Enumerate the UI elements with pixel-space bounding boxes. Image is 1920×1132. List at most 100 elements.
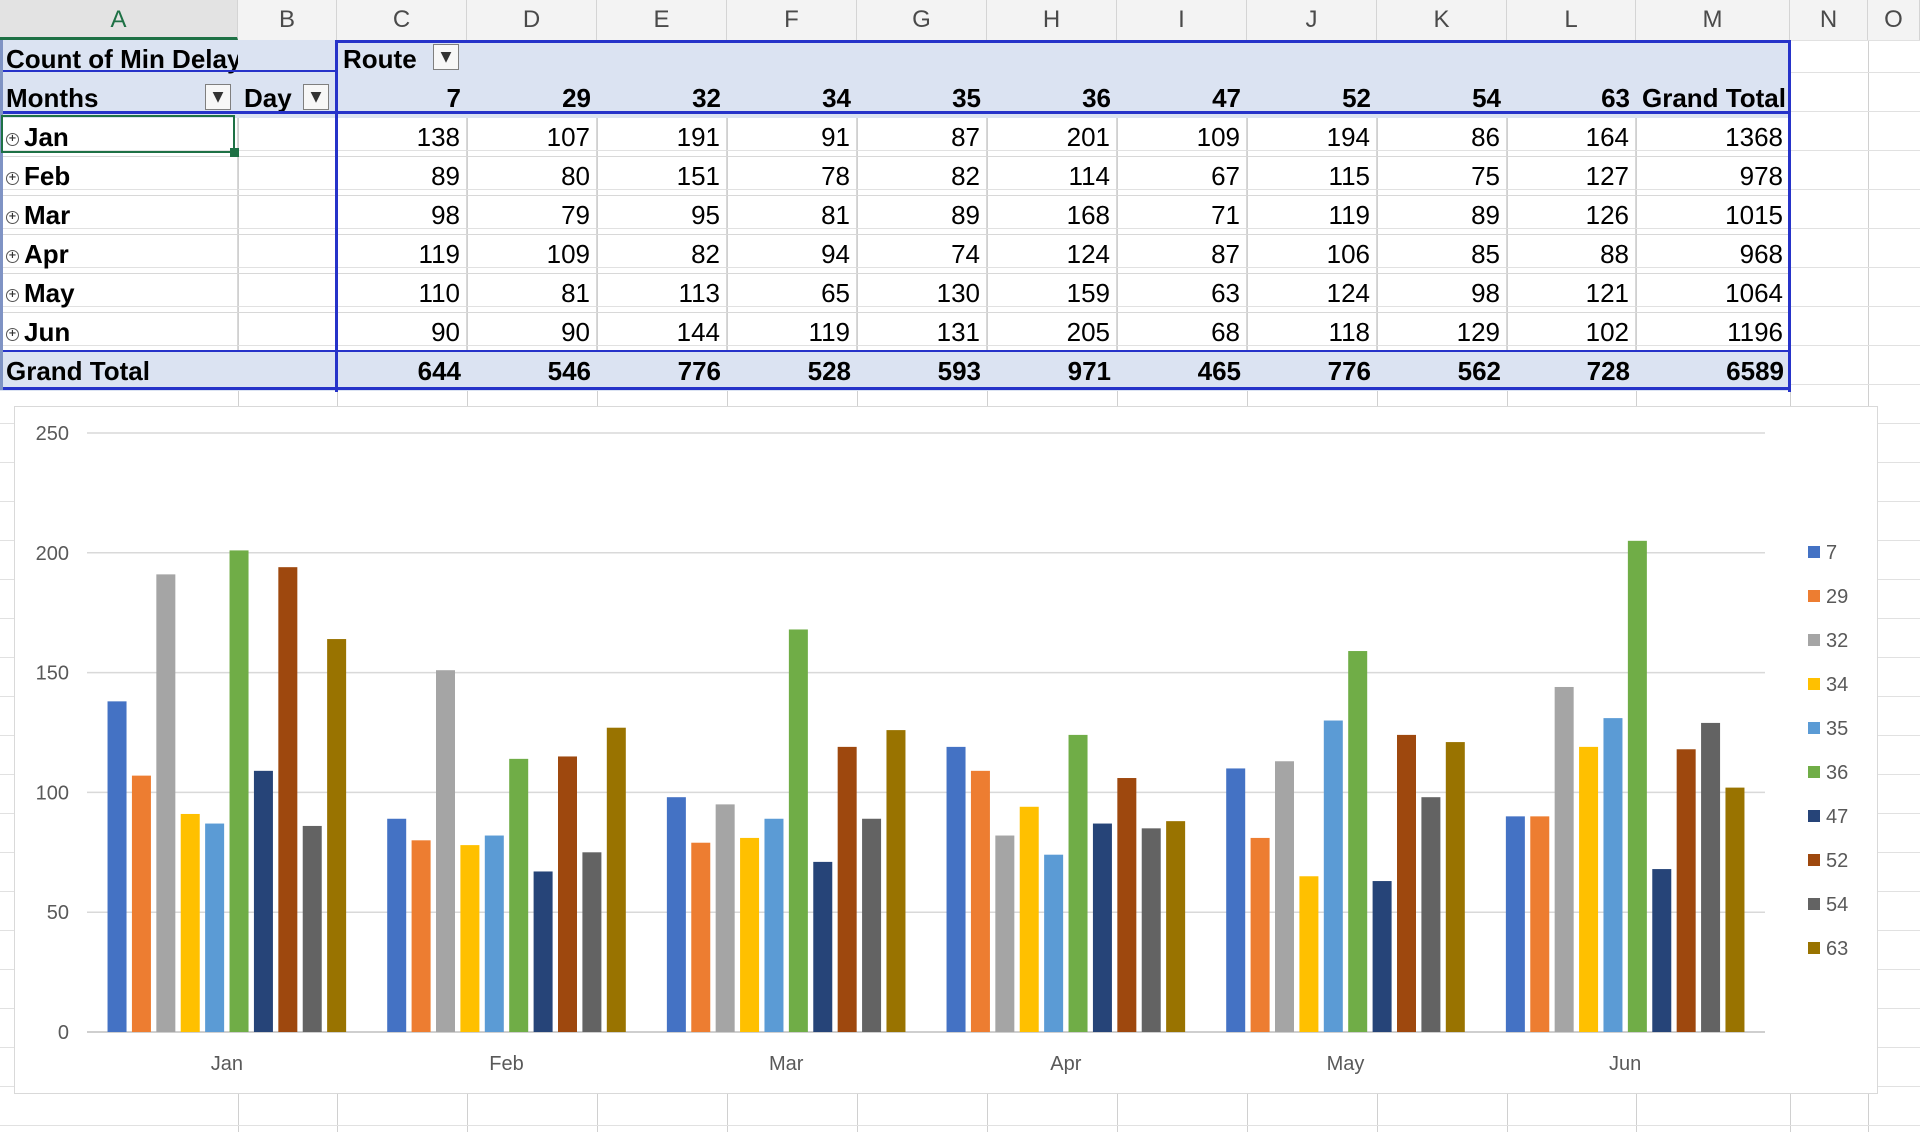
bar-apr-route-34[interactable] [1019,806,1039,1032]
column-header-b[interactable]: B [238,0,337,40]
route-header-52[interactable]: 52 [1342,83,1371,113]
value-cell[interactable]: 89 [857,196,987,235]
bar-mar-route-47[interactable] [813,861,833,1032]
value-cell[interactable]: 129 [1377,313,1507,352]
value-cell[interactable]: 81 [727,196,857,235]
column-header-i[interactable]: I [1117,0,1247,40]
legend-swatch-54[interactable] [1808,898,1820,910]
bar-feb-route-7[interactable] [387,818,407,1032]
value-cell[interactable]: 63 [1117,274,1247,313]
value-cell[interactable]: 164 [1507,118,1636,157]
value-cell[interactable]: 85 [1377,235,1507,274]
bar-mar-route-52[interactable] [837,746,857,1032]
value-cell[interactable]: 102 [1507,313,1636,352]
value-cell[interactable]: 119 [727,313,857,352]
row-total-cell[interactable]: 978 [1636,157,1790,196]
bar-jan-route-29[interactable] [131,775,151,1032]
row-label-jan[interactable]: + Jan [0,118,238,157]
value-cell[interactable]: 65 [727,274,857,313]
bar-may-route-36[interactable] [1348,651,1368,1032]
value-cell[interactable]: 98 [1377,274,1507,313]
bar-jun-route-52[interactable] [1676,749,1696,1032]
legend-label-7[interactable]: 7 [1826,542,1837,564]
value-cell[interactable]: 79 [467,196,597,235]
row-total-cell[interactable]: 1064 [1636,274,1790,313]
column-header-c[interactable]: C [337,0,467,40]
bar-jun-route-32[interactable] [1554,686,1574,1032]
bar-jan-route-35[interactable] [205,823,225,1032]
row-label-mar[interactable]: + Mar [0,196,238,235]
value-cell[interactable]: 89 [1377,196,1507,235]
grand-total-cell[interactable]: 971 [1067,356,1111,386]
months-filter-button[interactable]: ▼ [205,84,231,110]
bar-jan-route-63[interactable] [327,639,347,1032]
bar-jan-route-36[interactable] [229,550,249,1032]
bar-feb-route-63[interactable] [606,727,626,1032]
column-header-e[interactable]: E [597,0,727,40]
bar-mar-route-35[interactable] [764,818,784,1032]
legend-label-54[interactable]: 54 [1826,894,1848,916]
value-cell[interactable]: 86 [1377,118,1507,157]
bar-apr-route-36[interactable] [1068,734,1088,1032]
bar-mar-route-63[interactable] [886,730,906,1032]
value-cell[interactable]: 109 [467,235,597,274]
bar-jan-route-32[interactable] [156,574,176,1032]
column-header-d[interactable]: D [467,0,597,40]
active-cell-selection[interactable] [1,115,235,153]
value-cell[interactable]: 118 [1247,313,1377,352]
value-cell[interactable]: 126 [1507,196,1636,235]
bar-may-route-29[interactable] [1250,837,1270,1032]
column-header-o[interactable]: O [1868,0,1920,40]
value-cell[interactable]: 138 [337,118,467,157]
value-cell[interactable]: 68 [1117,313,1247,352]
row-total-cell[interactable]: 1196 [1636,313,1790,352]
legend-swatch-63[interactable] [1808,942,1820,954]
bar-may-route-52[interactable] [1397,734,1416,1032]
bar-apr-route-47[interactable] [1092,823,1112,1032]
column-header-g[interactable]: G [857,0,987,40]
value-cell[interactable]: 80 [467,157,597,196]
bar-mar-route-34[interactable] [740,837,760,1032]
bar-apr-route-52[interactable] [1117,778,1137,1032]
value-cell[interactable]: 119 [337,235,467,274]
value-cell[interactable]: 94 [727,235,857,274]
bar-apr-route-54[interactable] [1141,828,1161,1032]
bar-feb-route-47[interactable] [533,871,553,1032]
bar-mar-route-36[interactable] [788,629,808,1032]
bar-feb-route-36[interactable] [509,758,529,1032]
value-cell[interactable]: 194 [1247,118,1377,157]
value-cell[interactable]: 159 [987,274,1117,313]
grand-total-cell[interactable]: 776 [677,356,721,386]
day-cell-empty[interactable] [238,274,337,313]
column-header-n[interactable]: N [1790,0,1868,40]
column-header-j[interactable]: J [1247,0,1377,40]
value-cell[interactable]: 205 [987,313,1117,352]
route-header-32[interactable]: 32 [692,83,721,113]
value-cell[interactable]: 191 [597,118,727,157]
value-cell[interactable]: 89 [337,157,467,196]
value-cell[interactable]: 131 [857,313,987,352]
grand-total-cell[interactable]: 546 [547,356,591,386]
route-header-63[interactable]: 63 [1601,83,1630,113]
bar-apr-route-7[interactable] [946,746,966,1032]
row-total-cell[interactable]: 1368 [1636,118,1790,157]
legend-swatch-35[interactable] [1808,722,1820,734]
bar-apr-route-29[interactable] [970,770,990,1032]
route-header-36[interactable]: 36 [1082,83,1111,113]
grand-total-cell[interactable]: 776 [1327,356,1371,386]
legend-label-32[interactable]: 32 [1826,630,1848,652]
bar-jun-route-54[interactable] [1701,722,1721,1032]
legend-label-29[interactable]: 29 [1826,586,1848,608]
bar-jan-route-7[interactable] [107,701,127,1032]
value-cell[interactable]: 95 [597,196,727,235]
value-cell[interactable]: 127 [1507,157,1636,196]
legend-swatch-7[interactable] [1808,546,1820,558]
value-cell[interactable]: 67 [1117,157,1247,196]
column-header-f[interactable]: F [727,0,857,40]
grand-total-cell[interactable]: 528 [807,356,851,386]
value-cell[interactable]: 130 [857,274,987,313]
day-cell-empty[interactable] [238,313,337,352]
grand-total-row-label[interactable]: Grand Total [6,356,150,386]
bar-feb-route-52[interactable] [558,756,577,1032]
value-cell[interactable]: 88 [1507,235,1636,274]
